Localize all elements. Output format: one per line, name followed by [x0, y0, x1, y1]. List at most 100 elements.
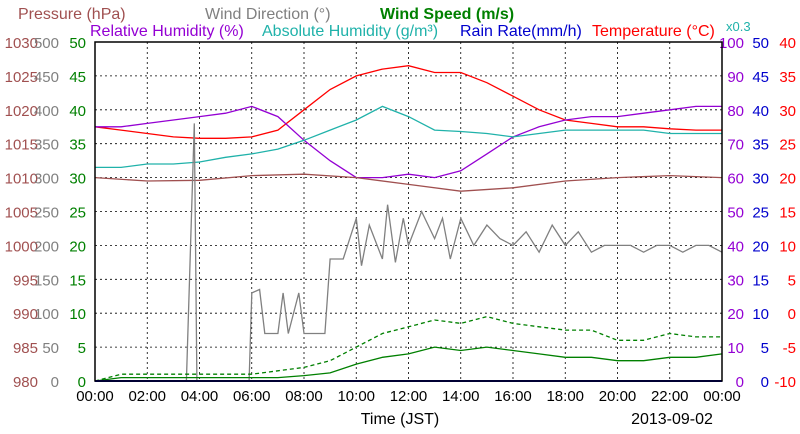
- tick-label-relative-humidity: 90: [727, 69, 744, 86]
- series-line-absolute-humidity-x0-3: [95, 105, 722, 169]
- tick-label-rain-rate: 30: [752, 171, 769, 188]
- tick-label-pressure: 990: [13, 306, 38, 323]
- header-label: Temperature (°C): [592, 23, 715, 40]
- x-tick-label: 12:00: [390, 388, 428, 405]
- tick-label-temperature: 35: [779, 69, 796, 86]
- tick-label-rain-rate: 35: [752, 137, 769, 154]
- tick-label-relative-humidity: 100: [719, 35, 744, 52]
- tick-label-temperature: -10: [774, 374, 796, 391]
- header-label: Rain Rate(mm/h): [460, 23, 582, 40]
- x-tick-label: 10:00: [337, 388, 375, 405]
- tick-label-wind-direction: 0: [51, 374, 59, 391]
- x-tick-label: 00:00: [703, 388, 741, 405]
- tick-label-wind-direction: 500: [34, 35, 59, 52]
- tick-label-wind-direction: 300: [34, 171, 59, 188]
- tick-label-rain-rate: 45: [752, 69, 769, 86]
- tick-label-temperature: 0: [788, 306, 796, 323]
- tick-label-pressure: 1030: [5, 35, 38, 52]
- x-tick-label: 14:00: [442, 388, 480, 405]
- tick-label-temperature: 10: [779, 238, 796, 255]
- tick-label-wind-direction: 200: [34, 238, 59, 255]
- header-label: Wind Speed (m/s): [380, 6, 514, 23]
- tick-label-wind-speed: 30: [69, 171, 86, 188]
- axes-layer: 1030102510201015101010051000995990985980…: [5, 19, 796, 391]
- x-tick-label: 20:00: [599, 388, 637, 405]
- tick-label-rain-rate: 10: [752, 306, 769, 323]
- series-line-relative-humidity: [95, 105, 722, 179]
- tick-label-wind-speed: 20: [69, 238, 86, 255]
- tick-label-rain-rate: 40: [752, 103, 769, 120]
- tick-label-relative-humidity: 30: [727, 272, 744, 289]
- tick-label-relative-humidity: 20: [727, 306, 744, 323]
- x-tick-label: 04:00: [181, 388, 219, 405]
- series-line-pressure: [94, 173, 723, 192]
- tick-label-rain-rate: 5: [761, 340, 769, 357]
- x-axis-label: Time (JST): [361, 411, 440, 428]
- tick-label-wind-direction: 50: [42, 340, 59, 357]
- x-tick-label: 06:00: [233, 388, 271, 405]
- tick-label-temperature: 30: [779, 103, 796, 120]
- tick-label-relative-humidity: 70: [727, 137, 744, 154]
- tick-label-pressure: 980: [13, 374, 38, 391]
- chart-header: Pressure (hPa) Wind Direction (°) Wind Spe…: [18, 6, 715, 40]
- tick-label-wind-speed: 45: [69, 69, 86, 86]
- tick-label-rain-rate: 0: [761, 374, 769, 391]
- tick-label-pressure: 1000: [5, 238, 38, 255]
- tick-label-wind-speed: 25: [69, 205, 86, 222]
- tick-label-temperature: 40: [779, 35, 796, 52]
- tick-label-pressure: 985: [13, 340, 38, 357]
- tick-label-wind-speed: 40: [69, 103, 86, 120]
- tick-label-temperature: 20: [779, 171, 796, 188]
- tick-label-rain-rate: 50: [752, 35, 769, 52]
- tick-label-wind-direction: 400: [34, 103, 59, 120]
- tick-label-pressure: 1015: [5, 137, 38, 154]
- tick-label-rain-rate: 25: [752, 205, 769, 222]
- tick-label-pressure: 995: [13, 272, 38, 289]
- tick-label-relative-humidity: 60: [727, 171, 744, 188]
- plot-frame: [94, 41, 723, 382]
- header-label: Relative Humidity (%): [90, 23, 244, 40]
- tick-label-wind-speed: 15: [69, 272, 86, 289]
- tick-label-temperature: 5: [788, 272, 796, 289]
- x-tick-label: 02:00: [128, 388, 166, 405]
- x-tick-label: 22:00: [651, 388, 689, 405]
- series-line-wind-speed-mean: [94, 346, 723, 382]
- tick-label-temperature: 25: [779, 137, 796, 154]
- tick-label-rain-rate: 20: [752, 238, 769, 255]
- tick-label-wind-direction: 250: [34, 205, 59, 222]
- tick-label-wind-direction: 450: [34, 69, 59, 86]
- tick-label-temperature: -5: [783, 340, 796, 357]
- tick-label-pressure: 1005: [5, 205, 38, 222]
- tick-label-rain-rate: 15: [752, 272, 769, 289]
- tick-label-wind-speed: 35: [69, 137, 86, 154]
- tick-label-temperature: 15: [779, 205, 796, 222]
- tick-label-pressure: 1020: [5, 103, 38, 120]
- header-label: Pressure (hPa): [18, 6, 126, 23]
- tick-label-wind-direction: 350: [34, 137, 59, 154]
- tick-label-wind-direction: 150: [34, 272, 59, 289]
- tick-label-wind-speed: 5: [78, 340, 86, 357]
- x-tick-label: 00:00: [76, 388, 114, 405]
- header-label: Absolute Humidity (g/m³): [262, 23, 438, 40]
- tick-label-relative-humidity: 10: [727, 340, 744, 357]
- x-tick-label: 18:00: [546, 388, 584, 405]
- header-label: Wind Direction (°): [205, 6, 331, 23]
- tick-label-wind-direction: 100: [34, 306, 59, 323]
- absolute-humidity-scale-label: x0.3: [726, 19, 751, 34]
- series-line-wind-speed-max: [94, 315, 722, 382]
- tick-label-pressure: 1010: [5, 171, 38, 188]
- x-tick-label: 16:00: [494, 388, 532, 405]
- tick-label-wind-speed: 50: [69, 35, 86, 52]
- x-tick-labels: 00:00 02:00 04:00 06:00 08:00 10:00 12:00 14:00…: [76, 388, 741, 405]
- x-tick-label: 08:00: [285, 388, 323, 405]
- grid-lines: [95, 42, 722, 381]
- tick-label-relative-humidity: 50: [727, 205, 744, 222]
- date-label: 2013-09-02: [631, 411, 713, 428]
- tick-label-pressure: 1025: [5, 69, 38, 86]
- tick-label-relative-humidity: 0: [736, 374, 744, 391]
- tick-label-relative-humidity: 40: [727, 238, 744, 255]
- tick-label-wind-speed: 10: [69, 306, 86, 323]
- tick-label-relative-humidity: 80: [727, 103, 744, 120]
- tick-label-wind-speed: 0: [78, 374, 86, 391]
